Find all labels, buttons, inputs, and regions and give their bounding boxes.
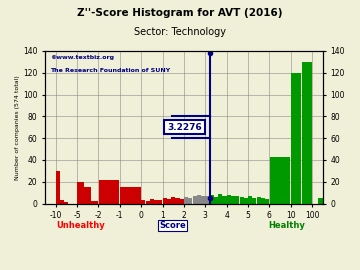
Bar [205,196,210,204]
Bar [261,198,265,204]
Bar [167,199,171,204]
Text: ©www.textbiz.org: ©www.textbiz.org [50,55,114,60]
Bar [141,200,145,204]
Bar [210,195,214,204]
Bar [184,197,188,204]
Y-axis label: Number of companies (574 total): Number of companies (574 total) [15,75,20,180]
Bar [218,194,222,204]
Text: Z''-Score Histogram for AVT (2016): Z''-Score Histogram for AVT (2016) [77,8,283,18]
Bar [56,171,60,204]
Bar [145,201,149,204]
Text: Healthy: Healthy [268,221,305,230]
Text: 3.2276: 3.2276 [167,123,202,132]
Bar [171,197,175,204]
Bar [318,198,360,204]
Bar [222,196,226,204]
Bar [302,62,312,204]
Bar [84,187,91,204]
Text: Sector: Technology: Sector: Technology [134,27,226,37]
Text: The Research Foundation of SUNY: The Research Foundation of SUNY [50,68,171,73]
Bar [257,197,261,204]
Bar [231,196,235,204]
Bar [214,197,218,204]
Text: Unhealthy: Unhealthy [57,221,105,230]
Bar [158,200,162,204]
Bar [235,196,239,204]
Bar [175,198,180,204]
Bar [193,196,197,204]
Bar [240,197,244,204]
Bar [91,201,98,204]
Bar [248,196,252,204]
Bar [201,196,205,204]
Bar [252,198,256,204]
Text: Score: Score [159,221,186,230]
Bar [99,180,119,204]
Bar [163,198,167,204]
Bar [197,195,201,204]
Bar [120,187,141,204]
Bar [77,182,84,204]
Bar [270,157,290,204]
Bar [227,195,231,204]
Bar [265,199,269,204]
Bar [244,198,248,204]
Bar [188,198,192,204]
Bar [60,200,64,204]
Bar [64,202,68,204]
Bar [291,73,301,204]
Bar [180,199,184,204]
Bar [154,200,158,204]
Bar [150,199,154,204]
